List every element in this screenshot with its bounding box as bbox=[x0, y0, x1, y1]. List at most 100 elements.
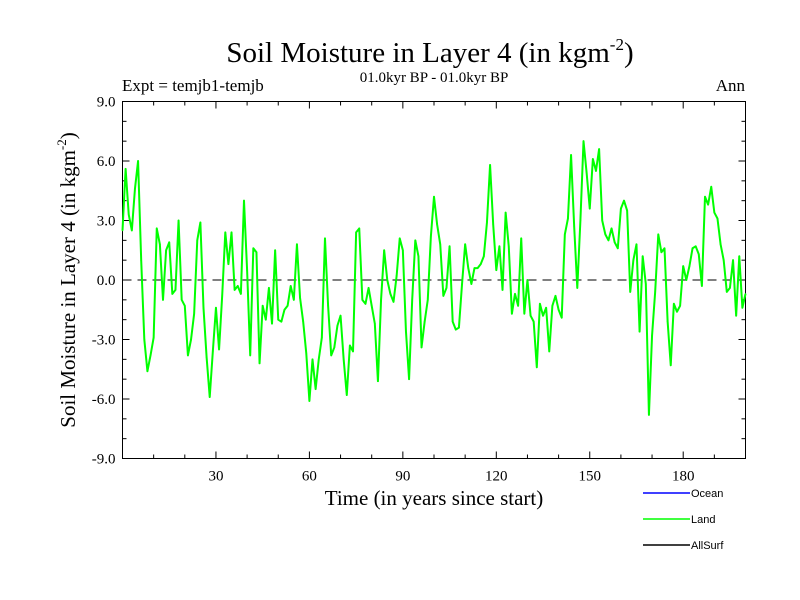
data-point-land bbox=[507, 245, 510, 248]
data-point-land bbox=[165, 249, 167, 252]
data-point-land bbox=[601, 219, 604, 222]
data-point-land bbox=[196, 239, 199, 242]
data-point-land bbox=[554, 295, 557, 297]
data-point-land bbox=[529, 314, 532, 317]
data-point-land bbox=[193, 312, 195, 315]
x-tick-label: 150 bbox=[579, 469, 602, 485]
data-point-land bbox=[227, 263, 230, 265]
data-point-land bbox=[420, 346, 423, 349]
data-point-land bbox=[607, 239, 610, 242]
data-point-land bbox=[738, 255, 741, 257]
data-point-land bbox=[426, 299, 429, 301]
data-point-land bbox=[261, 304, 264, 307]
data-point-land bbox=[467, 267, 470, 269]
data-point-land bbox=[458, 326, 460, 329]
data-point-land bbox=[212, 350, 214, 353]
x-tick-label: 120 bbox=[485, 469, 508, 485]
data-point-land bbox=[595, 170, 597, 172]
data-point-land bbox=[455, 328, 457, 331]
data-point-land bbox=[573, 225, 575, 228]
data-point-land bbox=[408, 378, 410, 380]
x-tick-label: 90 bbox=[395, 469, 410, 485]
data-point-land bbox=[383, 249, 385, 252]
data-point-land bbox=[249, 354, 252, 357]
data-point-land bbox=[645, 283, 647, 285]
data-point-land bbox=[732, 259, 734, 261]
data-point-land bbox=[735, 314, 737, 317]
data-point-land bbox=[520, 237, 523, 240]
data-point-land bbox=[321, 336, 323, 339]
data-point-land bbox=[305, 352, 308, 355]
data-point-land bbox=[149, 354, 152, 357]
data-point-land bbox=[280, 320, 283, 323]
subtitle-right: Ann bbox=[716, 76, 746, 95]
data-point-land bbox=[442, 295, 445, 297]
data-point-land bbox=[486, 221, 488, 224]
data-point-land bbox=[398, 237, 401, 240]
data-point-land bbox=[355, 231, 357, 234]
data-point-land bbox=[523, 312, 526, 315]
data-point-land bbox=[436, 223, 438, 226]
data-point-land bbox=[289, 285, 292, 287]
data-point-land bbox=[616, 247, 619, 250]
data-point-land bbox=[567, 217, 569, 220]
data-point-land bbox=[152, 336, 155, 339]
data-point-land bbox=[367, 287, 370, 289]
data-point-land bbox=[476, 267, 479, 269]
data-point-land bbox=[713, 211, 716, 214]
y-tick-label: -3.0 bbox=[92, 333, 116, 349]
data-point-land bbox=[377, 380, 379, 382]
data-point-land bbox=[252, 247, 255, 250]
data-point-land bbox=[564, 233, 566, 236]
data-point-land bbox=[464, 243, 466, 246]
data-point-land bbox=[517, 304, 519, 307]
data-point-land bbox=[495, 269, 498, 271]
data-point-land bbox=[648, 414, 650, 416]
data-point-land bbox=[296, 243, 298, 246]
data-point-land bbox=[669, 364, 672, 367]
data-point-land bbox=[498, 245, 501, 248]
data-point-land bbox=[694, 245, 697, 248]
data-point-land bbox=[511, 312, 513, 315]
y-tick-label: -6.0 bbox=[92, 392, 116, 408]
data-point-land bbox=[585, 172, 588, 174]
data-point-land bbox=[264, 318, 267, 321]
data-point-land bbox=[293, 299, 295, 301]
data-point-land bbox=[598, 148, 600, 150]
data-point-land bbox=[168, 241, 171, 244]
data-point-land bbox=[124, 168, 127, 170]
data-point-land bbox=[673, 303, 675, 305]
data-point-land bbox=[651, 334, 653, 337]
x-axis-ticks bbox=[153, 101, 715, 459]
data-point-land bbox=[470, 283, 473, 285]
data-point-land bbox=[492, 223, 494, 226]
data-point-land bbox=[461, 283, 463, 285]
x-tick-label: 60 bbox=[302, 469, 317, 485]
data-point-land bbox=[202, 306, 205, 309]
data-point-land bbox=[626, 209, 628, 212]
data-point-land bbox=[405, 330, 407, 333]
data-point-land bbox=[333, 346, 336, 349]
data-point-land bbox=[274, 249, 276, 252]
data-point-land bbox=[352, 350, 354, 353]
data-point-land bbox=[243, 199, 245, 202]
data-point-land bbox=[682, 265, 684, 267]
data-point-land bbox=[641, 255, 644, 257]
data-point-land bbox=[233, 289, 236, 291]
x-tick-label: 180 bbox=[672, 469, 695, 485]
data-point-land bbox=[545, 306, 547, 309]
data-point-land bbox=[629, 291, 632, 293]
data-point-land bbox=[663, 247, 666, 250]
data-point-land bbox=[137, 160, 139, 162]
data-point-land bbox=[140, 259, 142, 261]
data-point-land bbox=[255, 251, 258, 254]
data-point-land bbox=[592, 158, 594, 160]
data-point-land bbox=[283, 308, 286, 311]
data-point-land bbox=[536, 366, 538, 369]
data-point-land bbox=[155, 227, 158, 230]
chart-title: Soil Moisture in Layer 4 (in kgm-2) bbox=[226, 35, 633, 69]
y-axis-tick-labels: -9.0 -6.0 -3.0 0.0 3.0 6.0 9.0 bbox=[92, 95, 116, 468]
data-point-land bbox=[417, 255, 420, 257]
data-point-land bbox=[526, 279, 529, 281]
